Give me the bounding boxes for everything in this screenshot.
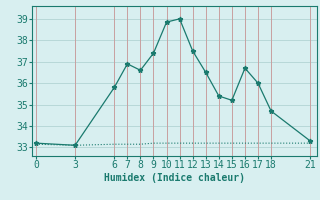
- X-axis label: Humidex (Indice chaleur): Humidex (Indice chaleur): [104, 173, 245, 183]
